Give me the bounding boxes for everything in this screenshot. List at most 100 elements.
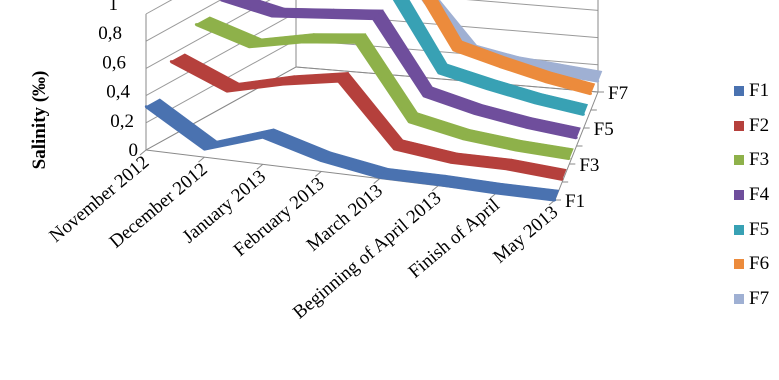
data-point-f1 bbox=[495, 191, 498, 195]
series-ribbon-f1 bbox=[144, 98, 560, 202]
legend-item-f3: F3 bbox=[734, 143, 779, 178]
data-point-f4 bbox=[270, 14, 273, 18]
y-axis-title: Salinity (‰) bbox=[29, 71, 50, 170]
legend-label: F6 bbox=[749, 253, 770, 275]
y-tick-label: 0,8 bbox=[98, 23, 122, 44]
series-line-f1 bbox=[145, 105, 556, 202]
data-point-f3 bbox=[568, 157, 571, 160]
series-segment-f3 bbox=[195, 16, 263, 48]
data-point-f4 bbox=[575, 136, 578, 139]
data-point-f6 bbox=[543, 80, 547, 83]
legend-label: F4 bbox=[749, 184, 770, 206]
data-point-f2 bbox=[505, 167, 508, 170]
legend-item-f2: F2 bbox=[734, 109, 779, 144]
depth-label: F7 bbox=[608, 83, 628, 104]
series-ribbon-f5 bbox=[392, 0, 589, 116]
legend-swatch bbox=[734, 86, 744, 97]
legend-item-f7: F7 bbox=[734, 282, 779, 317]
data-point-f3 bbox=[461, 137, 464, 140]
depth-label: F5 bbox=[594, 119, 614, 140]
data-point-f1 bbox=[144, 105, 148, 108]
y-tick-label: 0,4 bbox=[106, 82, 130, 103]
legend-label: F3 bbox=[749, 149, 770, 171]
series-ribbon-f3 bbox=[194, 16, 574, 161]
data-point-f4 bbox=[219, 0, 223, 1]
legend-swatch bbox=[734, 120, 744, 131]
data-point-f1 bbox=[261, 135, 265, 139]
side-wall-gridline bbox=[145, 12, 297, 97]
data-point-f4 bbox=[524, 125, 527, 129]
data-point-f3 bbox=[514, 148, 518, 152]
series-segment-f2 bbox=[170, 53, 240, 92]
data-point-f3 bbox=[301, 40, 304, 43]
y-tick-label: 0,6 bbox=[102, 52, 126, 73]
series-segment-f1 bbox=[262, 128, 332, 161]
data-point-f5 bbox=[437, 71, 441, 75]
data-point-f6 bbox=[452, 48, 455, 52]
category-tick bbox=[314, 171, 322, 177]
legend-swatch bbox=[734, 155, 744, 166]
data-point-f5 bbox=[582, 113, 585, 116]
legend-swatch bbox=[734, 224, 744, 235]
category-tick bbox=[198, 156, 205, 163]
data-point-f1 bbox=[378, 176, 381, 179]
legend-label: F7 bbox=[749, 287, 770, 309]
data-point-f4 bbox=[473, 112, 477, 115]
data-point-f3 bbox=[248, 45, 251, 48]
legend-item-f6: F6 bbox=[734, 247, 779, 282]
series-line-f2 bbox=[170, 59, 563, 181]
data-point-f2 bbox=[169, 60, 173, 63]
data-point-f6 bbox=[589, 92, 592, 95]
data-point-f2 bbox=[225, 89, 229, 93]
data-point-f2 bbox=[561, 178, 564, 181]
data-point-f2 bbox=[393, 147, 396, 150]
data-point-f2 bbox=[449, 160, 452, 164]
legend-swatch bbox=[734, 190, 744, 201]
data-point-f1 bbox=[320, 159, 323, 162]
series-line-f5 bbox=[392, 0, 585, 116]
depth-label: F3 bbox=[579, 155, 599, 176]
series-line-f6 bbox=[422, 0, 592, 96]
legend-swatch bbox=[734, 259, 744, 270]
data-point-f5 bbox=[486, 87, 489, 90]
data-point-f4 bbox=[372, 17, 375, 20]
legend-swatch bbox=[734, 293, 744, 304]
data-point-f5 bbox=[534, 101, 537, 105]
side-wall-gridline bbox=[145, 0, 222, 42]
category-tick bbox=[431, 185, 439, 192]
legend-label: F1 bbox=[749, 80, 770, 102]
y-tick-label: 1 bbox=[109, 0, 119, 15]
series-ribbon-f2 bbox=[169, 53, 567, 181]
data-point-f1 bbox=[203, 147, 206, 151]
depth-label: F1 bbox=[565, 191, 585, 212]
data-point-f3 bbox=[408, 120, 411, 123]
side-wall-gridline bbox=[145, 0, 173, 15]
category-tick bbox=[373, 178, 381, 184]
floor-back-edge bbox=[295, 66, 599, 93]
series-line-f4 bbox=[220, 0, 577, 140]
data-point-f1 bbox=[553, 198, 557, 202]
data-point-f2 bbox=[281, 82, 284, 86]
legend-label: F2 bbox=[749, 114, 770, 136]
series-ribbon-f4 bbox=[219, 0, 581, 140]
y-tick-label: 0 bbox=[129, 140, 139, 161]
legend-item-f5: F5 bbox=[734, 212, 779, 247]
data-point-f3 bbox=[194, 23, 198, 26]
data-point-f3 bbox=[354, 41, 358, 44]
category-tick bbox=[256, 163, 264, 170]
data-point-f4 bbox=[422, 94, 426, 98]
series-line-f3 bbox=[195, 22, 570, 161]
data-point-f2 bbox=[337, 79, 340, 83]
chart-legend: F1 F2 F3 F4 F5 F6 F7 bbox=[734, 74, 779, 316]
data-point-f4 bbox=[321, 16, 324, 19]
series-ribbons bbox=[144, 0, 603, 202]
back-wall-gridline bbox=[295, 39, 599, 66]
category-tick bbox=[139, 149, 147, 156]
legend-item-f1: F1 bbox=[734, 74, 779, 109]
series-ribbon-f6 bbox=[422, 0, 596, 96]
data-point-f1 bbox=[436, 183, 440, 186]
legend-item-f4: F4 bbox=[734, 178, 779, 213]
legend-label: F5 bbox=[749, 218, 770, 240]
y-tick-label: 0,2 bbox=[110, 111, 134, 132]
